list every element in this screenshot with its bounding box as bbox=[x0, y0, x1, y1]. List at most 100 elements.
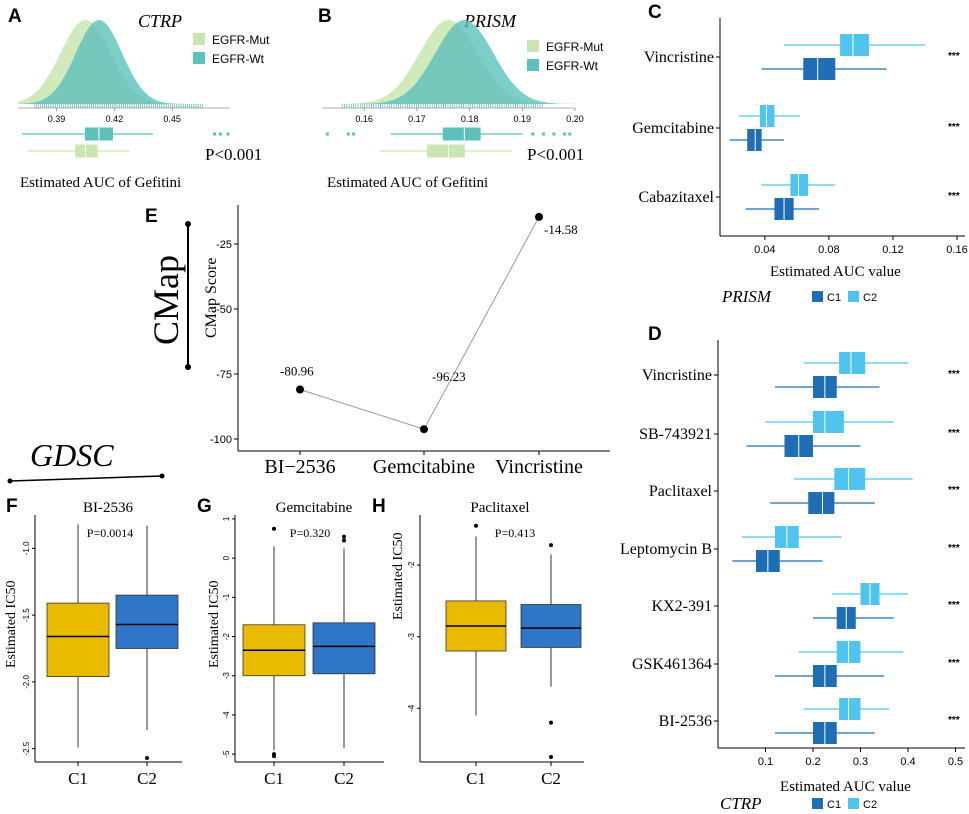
category-label: KX2-391 bbox=[652, 598, 712, 615]
outlier-point bbox=[352, 132, 356, 136]
panel-g: Estimated IC50 Gemcitabine P=0.320 1 0 -1 -2 -… bbox=[207, 500, 384, 788]
outlier-point bbox=[474, 523, 478, 528]
gdsc-underline bbox=[9, 475, 163, 482]
legend-label-c2: C2 bbox=[863, 292, 877, 304]
x-tick-label: 0.17 bbox=[408, 114, 426, 124]
y-tick-label: -1 bbox=[222, 593, 231, 601]
x-tick-label: 0.16 bbox=[946, 244, 967, 256]
category-label: Leptomycin B bbox=[620, 541, 712, 558]
panel-d-dataset: CTRP bbox=[720, 794, 762, 813]
panel-d-xlabel: Estimated AUC value bbox=[780, 779, 911, 795]
significance-marker: *** bbox=[948, 715, 960, 726]
x-tick-label: 0.2 bbox=[805, 756, 820, 768]
panel-title: Gemcitabine bbox=[276, 500, 353, 516]
outlier-point bbox=[342, 538, 346, 543]
panel-a-title: CTRP bbox=[138, 11, 182, 31]
x-tick-label: 0.1 bbox=[758, 756, 773, 768]
cmap-bracket-dot-bottom bbox=[185, 364, 191, 370]
box-c2 bbox=[839, 698, 861, 720]
legend-label-egfr-mut: EGFR-Mut bbox=[212, 33, 270, 47]
outlier-point bbox=[145, 755, 149, 760]
legend-swatch-c1 bbox=[812, 291, 823, 302]
legend-label-c1-d: C1 bbox=[827, 799, 841, 811]
category-label: SB-743921 bbox=[639, 426, 712, 443]
outlier-point bbox=[218, 132, 222, 136]
x-tick-label: C2 bbox=[137, 769, 157, 788]
box-#5cc0bb bbox=[442, 127, 481, 141]
significance-marker: *** bbox=[948, 485, 960, 496]
data-point bbox=[296, 385, 304, 394]
panel-label-a: A bbox=[8, 6, 22, 27]
x-tick-label: 0.5 bbox=[948, 756, 963, 768]
p-value: P=0.320 bbox=[290, 526, 330, 540]
box-c2 bbox=[115, 594, 179, 649]
significance-marker: *** bbox=[948, 658, 960, 669]
box-c2 bbox=[790, 174, 809, 196]
y-tick-label: -2.0 bbox=[22, 674, 31, 688]
legend-swatch-egfr-mut-b bbox=[527, 40, 539, 52]
outlier-point bbox=[562, 132, 566, 136]
outlier-point bbox=[226, 132, 230, 136]
panel-b-title: PRISM bbox=[463, 11, 517, 31]
panel-c: 0.04 0.08 0.12 0.16 Vincristine *** Gemcitabin… bbox=[632, 18, 968, 306]
data-label: -96.23 bbox=[432, 369, 466, 384]
panel-b-xlabel: Estimated AUC of Gefitini bbox=[327, 175, 488, 191]
y-tick-label: -75 bbox=[216, 369, 232, 381]
outlier-point bbox=[552, 132, 556, 136]
category-label: BI-2536 bbox=[659, 713, 712, 730]
gdsc-title: GDSC bbox=[30, 437, 114, 473]
y-tick-label: -3 bbox=[222, 672, 231, 680]
x-tick-label: 0.12 bbox=[882, 244, 903, 256]
x-tick-label: 0.39 bbox=[48, 114, 66, 124]
significance-marker: *** bbox=[948, 191, 960, 202]
panel-c-dataset: PRISM bbox=[721, 287, 772, 306]
y-tick-label: -2 bbox=[407, 561, 416, 569]
panel-label-c: C bbox=[648, 2, 662, 23]
data-label: -14.58 bbox=[544, 222, 578, 237]
box-c2 bbox=[520, 604, 582, 648]
category-label: Cabazitaxel bbox=[638, 189, 714, 206]
box-c1 bbox=[803, 58, 836, 80]
legend-swatch-c2 bbox=[848, 291, 859, 302]
significance-marker: *** bbox=[948, 51, 960, 62]
x-tick-label: 0.04 bbox=[754, 244, 775, 256]
panel-e-ylabel: CMap Score bbox=[203, 258, 220, 338]
y-tick-label: 1 bbox=[222, 516, 231, 521]
y-tick-label: -1.5 bbox=[22, 608, 31, 622]
legend-label-egfr-mut-b: EGFR-Mut bbox=[546, 40, 604, 54]
box-c2 bbox=[813, 411, 844, 433]
outlier-point bbox=[568, 132, 572, 136]
y-tick-label: -2.5 bbox=[22, 741, 31, 755]
x-tick-label: 0.42 bbox=[106, 114, 124, 124]
y-tick-label: -5 bbox=[222, 750, 231, 758]
panel-e: CMap CMap Score -25 -50 -75 -100 -80.96 BI−25… bbox=[146, 205, 610, 478]
box-c1 bbox=[46, 602, 110, 677]
x-tick-label: C1 bbox=[466, 769, 486, 788]
panel-title: BI-2536 bbox=[83, 500, 133, 516]
x-tick-label: BI−2536 bbox=[264, 456, 335, 478]
outlier-point bbox=[325, 132, 329, 136]
significance-marker: *** bbox=[948, 369, 960, 380]
y-tick-label: 0 bbox=[222, 555, 231, 560]
outlier-point bbox=[531, 132, 535, 136]
box-c2 bbox=[760, 105, 775, 127]
density-egfr-wt bbox=[18, 20, 230, 104]
x-tick-label: 0.19 bbox=[514, 114, 532, 124]
significance-marker: *** bbox=[948, 543, 960, 554]
panel-label-f: F bbox=[6, 496, 18, 517]
category-label: GSK461364 bbox=[632, 656, 712, 673]
gdsc-underline-dot-right bbox=[159, 473, 165, 479]
x-tick-label: 0.18 bbox=[461, 114, 479, 124]
x-tick-label: Vincristine bbox=[495, 456, 583, 478]
legend-swatch-c1-d bbox=[812, 798, 823, 809]
outlier-point bbox=[272, 526, 276, 531]
y-tick-label: -25 bbox=[216, 239, 232, 251]
x-tick-label: 0.08 bbox=[818, 244, 839, 256]
panel-b: PRISM EGFR-Mut EGFR-Wt 0.16 0.17 0.18 0.19 0… bbox=[322, 11, 604, 191]
outlier-point bbox=[549, 754, 553, 759]
outlier-point bbox=[549, 543, 553, 548]
x-tick-label: C2 bbox=[334, 769, 354, 788]
x-tick-label: 0.3 bbox=[853, 756, 868, 768]
panel-e-title: CMap bbox=[146, 255, 186, 345]
outlier-point bbox=[549, 720, 553, 725]
